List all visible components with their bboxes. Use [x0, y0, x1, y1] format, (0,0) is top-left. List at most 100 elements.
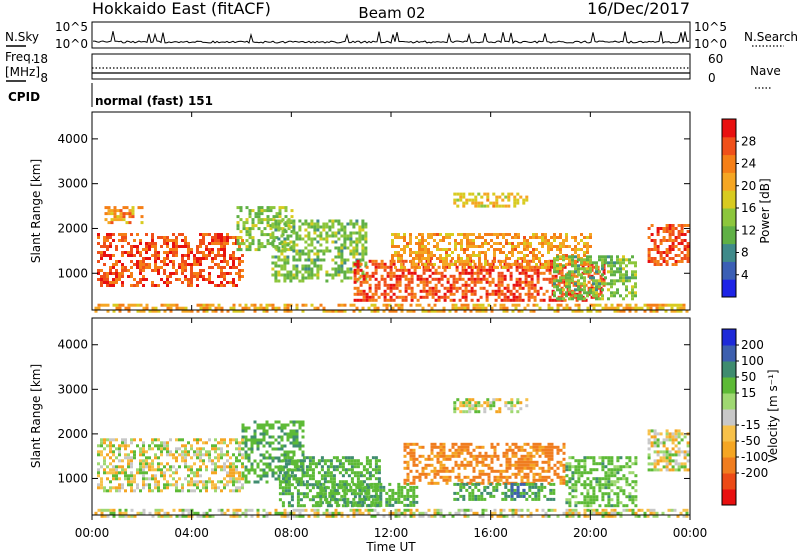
data-cell — [511, 472, 515, 476]
data-cell — [653, 435, 657, 439]
data-cell — [319, 303, 323, 307]
data-cell — [391, 503, 395, 507]
data-cell — [604, 282, 607, 286]
data-cell — [409, 481, 413, 485]
data-cell — [118, 239, 121, 242]
data-cell — [175, 483, 178, 487]
data-cell — [208, 480, 211, 484]
data-cell — [535, 236, 538, 239]
data-cell — [403, 481, 407, 485]
colorbar-swatch — [722, 208, 736, 227]
data-cell — [316, 485, 320, 489]
data-cell — [659, 459, 663, 463]
velocity-data-cells — [94, 398, 690, 518]
data-cell — [113, 212, 117, 216]
data-cell — [403, 497, 407, 501]
data-cell — [274, 279, 278, 283]
data-cell — [466, 306, 470, 310]
data-cell — [142, 248, 145, 251]
data-cell — [404, 274, 408, 278]
data-cell — [100, 275, 103, 278]
data-cell — [248, 227, 252, 231]
data-cell — [412, 494, 416, 498]
data-cell — [298, 423, 302, 427]
data-cell — [238, 489, 241, 493]
data-cell — [465, 488, 469, 492]
data-cell — [442, 478, 446, 482]
data-cell — [533, 265, 537, 269]
data-cell — [671, 468, 675, 472]
data-cell — [647, 456, 651, 460]
data-cell — [539, 286, 543, 290]
data-cell — [472, 233, 475, 236]
data-cell — [470, 274, 474, 278]
data-cell — [532, 303, 536, 307]
data-cell — [296, 492, 300, 496]
data-cell — [124, 453, 127, 457]
data-cell — [379, 491, 383, 495]
data-cell — [286, 234, 290, 238]
data-cell — [616, 306, 620, 310]
data-cell — [157, 257, 160, 260]
data-cell — [595, 264, 598, 268]
data-cell — [622, 477, 626, 481]
data-cell — [401, 274, 405, 278]
data-cell — [486, 192, 490, 196]
data-cell — [289, 309, 293, 313]
data-cell — [130, 441, 133, 445]
data-cell — [542, 292, 546, 296]
data-cell — [406, 451, 410, 455]
data-cell — [515, 277, 519, 281]
data-cell — [436, 248, 439, 251]
data-cell — [583, 498, 587, 502]
data-cell — [262, 435, 266, 439]
data-cell — [365, 462, 369, 466]
data-cell — [175, 468, 178, 472]
data-cell — [430, 469, 434, 473]
data-cell — [514, 263, 517, 266]
data-cell — [613, 309, 617, 313]
data-cell — [184, 459, 187, 463]
data-cell — [181, 239, 184, 242]
data-cell — [598, 282, 601, 286]
data-cell — [634, 474, 638, 478]
data-cell — [319, 258, 323, 262]
data-cell — [445, 248, 448, 251]
data-cell — [571, 270, 574, 274]
data-cell — [130, 486, 133, 490]
data-cell — [364, 237, 368, 241]
data-cell — [391, 260, 394, 263]
data-cell — [481, 309, 485, 313]
data-cell — [647, 227, 651, 230]
data-cell — [412, 257, 415, 260]
data-cell — [565, 285, 568, 289]
data-cell — [520, 309, 524, 313]
data-cell — [389, 286, 393, 290]
data-cell — [196, 275, 199, 278]
data-cell — [586, 309, 590, 313]
data-cell — [133, 489, 136, 493]
data-cell — [505, 475, 509, 479]
data-cell — [295, 252, 299, 256]
data-cell — [483, 204, 487, 208]
data-cell — [392, 286, 396, 290]
data-cell — [406, 503, 410, 507]
data-cell — [412, 485, 416, 489]
data-cell — [442, 248, 445, 251]
data-cell — [115, 272, 118, 275]
data-cell — [151, 474, 154, 478]
data-cell — [128, 221, 132, 225]
data-cell — [550, 451, 554, 455]
data-cell — [385, 303, 389, 307]
data-cell — [260, 221, 264, 225]
data-cell — [520, 448, 524, 452]
data-cell — [229, 281, 232, 284]
data-cell — [335, 465, 339, 469]
data-cell — [181, 245, 184, 248]
data-cell — [220, 480, 223, 484]
data-cell — [526, 460, 530, 464]
data-cell — [403, 248, 406, 251]
data-cell — [619, 264, 622, 268]
data-cell — [565, 254, 568, 257]
data-cell — [181, 483, 184, 487]
